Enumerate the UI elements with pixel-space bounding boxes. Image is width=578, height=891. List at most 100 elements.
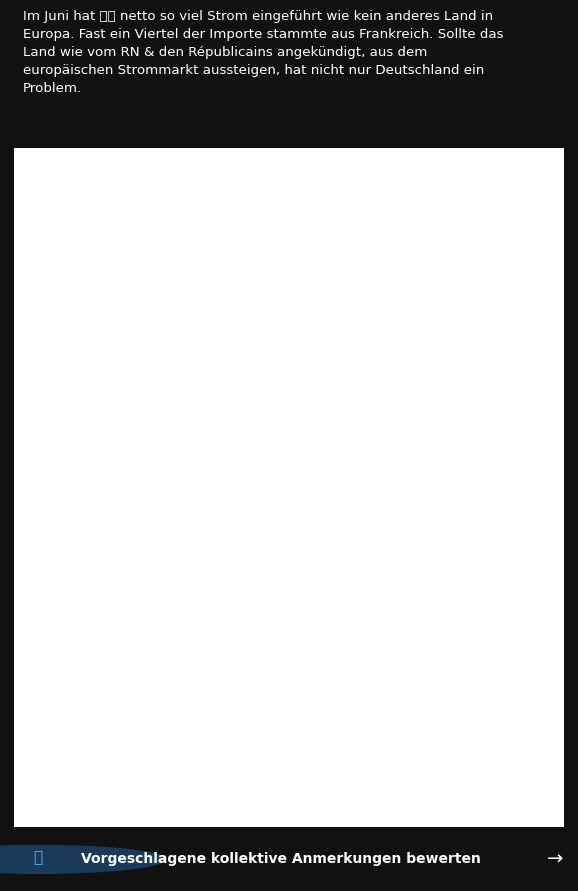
Bar <box>535 528 538 660</box>
Bar <box>402 400 405 528</box>
Bar <box>246 339 249 528</box>
Bar <box>545 483 548 528</box>
Text: Stand: 1.7.2024: Stand: 1.7.2024 <box>20 794 112 807</box>
Bar <box>208 316 211 528</box>
Bar <box>76 421 79 528</box>
Bar <box>164 337 167 528</box>
Bar <box>385 528 388 579</box>
Bar <box>83 341 86 528</box>
Bar <box>518 528 521 552</box>
Bar <box>321 423 324 528</box>
Text: Quelle: Bundesnetzagentur, Entso-E: Quelle: Bundesnetzagentur, Entso-E <box>20 808 229 821</box>
Bar <box>484 528 487 547</box>
Bar <box>96 364 99 528</box>
Bar <box>365 425 368 528</box>
Bar <box>507 528 510 658</box>
Bar <box>538 528 541 573</box>
Bar <box>157 343 160 528</box>
Bar <box>144 407 147 528</box>
Bar <box>222 378 225 528</box>
Bar <box>439 442 442 528</box>
Bar <box>392 519 395 528</box>
Bar <box>188 470 191 528</box>
Bar <box>351 528 354 535</box>
Text: Negative Werte in Rot bedeuten Importe, positive Werte in Blau Exporte.
Nachmeld: Negative Werte in Rot bedeuten Importe, … <box>20 743 440 773</box>
Bar <box>494 528 497 563</box>
Bar <box>212 337 214 528</box>
Bar <box>426 442 429 528</box>
Bar <box>280 398 283 528</box>
Bar <box>191 440 194 528</box>
Bar <box>123 332 126 528</box>
Bar <box>344 528 347 593</box>
Bar <box>99 347 102 528</box>
Bar <box>65 347 68 528</box>
Bar <box>225 450 228 528</box>
Bar <box>137 361 140 528</box>
Bar <box>446 489 449 528</box>
Text: Im Juni hat 🇩🇪 netto so viel Strom eingeführt wie kein anderes Land in
Europa. F: Im Juni hat 🇩🇪 netto so viel Strom einge… <box>23 10 503 95</box>
Bar <box>419 409 422 528</box>
Bar <box>372 466 375 528</box>
Bar <box>521 528 524 563</box>
Bar <box>303 413 306 528</box>
Bar <box>106 442 109 528</box>
Bar <box>399 411 402 528</box>
Bar <box>276 481 279 528</box>
Bar <box>542 528 544 553</box>
Bar <box>218 353 221 528</box>
Bar <box>406 353 409 528</box>
Text: Vorgeschlagene kollektive Anmerkungen bewerten: Vorgeschlagene kollektive Anmerkungen be… <box>81 853 481 866</box>
Bar <box>317 425 320 528</box>
Bar <box>249 380 252 528</box>
Bar <box>443 439 446 528</box>
Bar <box>72 469 75 528</box>
Bar <box>331 464 334 528</box>
Bar <box>467 403 470 528</box>
Bar <box>287 326 290 528</box>
Bar <box>388 528 391 538</box>
Bar <box>269 528 272 540</box>
Text: 👥: 👥 <box>33 851 42 865</box>
Circle shape <box>0 846 165 873</box>
Bar <box>473 464 476 528</box>
Bar <box>239 419 242 528</box>
Bar <box>205 320 208 528</box>
Bar <box>110 467 113 528</box>
Bar <box>368 425 371 528</box>
Bar <box>130 362 133 528</box>
Bar <box>477 461 480 528</box>
Bar <box>327 462 330 528</box>
Bar <box>294 395 297 528</box>
Bar <box>79 423 82 528</box>
Bar <box>375 487 378 528</box>
Bar <box>457 407 460 528</box>
Bar <box>429 462 432 528</box>
Bar <box>379 528 381 532</box>
Bar <box>549 448 551 528</box>
Bar <box>178 401 181 528</box>
Bar <box>120 345 123 528</box>
Bar <box>273 528 276 544</box>
Bar <box>147 466 150 528</box>
Bar <box>168 380 171 528</box>
Bar <box>184 427 187 528</box>
Bar <box>460 464 463 528</box>
Bar <box>310 493 313 528</box>
Bar <box>236 409 239 528</box>
Bar <box>90 361 92 528</box>
Bar <box>412 450 415 528</box>
Bar <box>154 401 157 528</box>
Bar <box>525 528 528 582</box>
Bar <box>175 394 177 528</box>
Bar <box>283 298 286 528</box>
Bar <box>528 528 531 601</box>
Text: NZZ / sih.: NZZ / sih. <box>502 808 558 821</box>
Bar <box>161 339 164 528</box>
Bar <box>514 528 517 546</box>
Bar <box>113 419 116 528</box>
Bar <box>480 528 483 541</box>
Bar <box>92 386 95 528</box>
Bar <box>358 450 361 528</box>
Bar <box>433 516 436 528</box>
